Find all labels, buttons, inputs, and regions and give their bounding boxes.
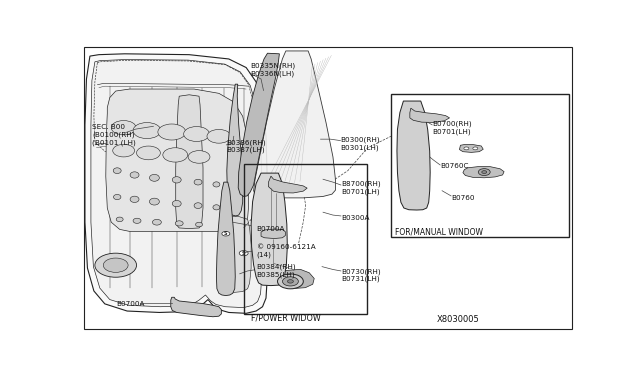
Text: B0384(RH)
B0385(LH): B0384(RH) B0385(LH): [257, 264, 296, 278]
Circle shape: [163, 148, 188, 162]
Circle shape: [95, 253, 136, 277]
Circle shape: [133, 122, 161, 139]
Text: X8030005: X8030005: [437, 315, 480, 324]
Circle shape: [158, 124, 186, 140]
Ellipse shape: [172, 201, 181, 207]
Circle shape: [287, 280, 293, 283]
Ellipse shape: [133, 218, 141, 223]
Ellipse shape: [130, 196, 139, 202]
Text: B0300A: B0300A: [341, 215, 369, 221]
Polygon shape: [238, 53, 280, 196]
Polygon shape: [463, 167, 504, 178]
Circle shape: [222, 231, 230, 236]
Ellipse shape: [194, 179, 202, 185]
Circle shape: [482, 171, 486, 173]
Text: B8700(RH)
B0701(LH): B8700(RH) B0701(LH): [341, 181, 381, 195]
Polygon shape: [269, 176, 307, 193]
Ellipse shape: [175, 221, 183, 226]
Text: F/POWER WIDOW: F/POWER WIDOW: [251, 314, 321, 323]
Circle shape: [113, 144, 134, 157]
Text: B0760: B0760: [451, 195, 474, 201]
Polygon shape: [106, 89, 249, 231]
Circle shape: [103, 258, 128, 272]
Circle shape: [207, 129, 231, 143]
Ellipse shape: [113, 168, 121, 173]
Text: B0730(RH)
B0731(LH): B0730(RH) B0731(LH): [341, 268, 381, 282]
Ellipse shape: [130, 172, 139, 178]
Text: © 09160-6121A
(14): © 09160-6121A (14): [257, 244, 316, 258]
Polygon shape: [397, 101, 430, 210]
Bar: [244, 164, 367, 314]
Circle shape: [188, 151, 210, 163]
Polygon shape: [85, 54, 268, 313]
Circle shape: [282, 277, 298, 286]
Ellipse shape: [113, 195, 121, 200]
Text: B0760C: B0760C: [440, 163, 468, 169]
Circle shape: [473, 147, 478, 150]
Circle shape: [111, 121, 136, 135]
Polygon shape: [410, 108, 449, 122]
Text: B0300(RH)
B0301(LH): B0300(RH) B0301(LH): [340, 136, 380, 151]
Circle shape: [478, 169, 490, 176]
Polygon shape: [261, 229, 285, 238]
Text: B0386(RH)
B0387(LH): B0386(RH) B0387(LH): [227, 139, 266, 154]
Text: B0700A: B0700A: [116, 301, 145, 307]
Ellipse shape: [172, 177, 181, 183]
Ellipse shape: [213, 205, 220, 210]
Polygon shape: [460, 145, 483, 153]
Polygon shape: [176, 95, 203, 228]
Circle shape: [278, 274, 303, 289]
Ellipse shape: [194, 203, 202, 208]
Polygon shape: [227, 84, 243, 216]
Text: FOR/MANUAL WINDOW: FOR/MANUAL WINDOW: [395, 228, 483, 237]
Text: B0700A: B0700A: [257, 227, 285, 232]
Text: B0335N(RH)
B0336N(LH): B0335N(RH) B0336N(LH): [250, 62, 295, 77]
Polygon shape: [253, 51, 335, 198]
Circle shape: [136, 146, 161, 160]
Text: SEC. B00
(B0100(RH)
(B0101 (LH): SEC. B00 (B0100(RH) (B0101 (LH): [92, 124, 136, 145]
Bar: [391, 94, 568, 237]
Ellipse shape: [149, 198, 159, 205]
Polygon shape: [171, 297, 221, 317]
Text: S: S: [224, 231, 228, 236]
Text: B0700(RH)
B0701(LH): B0700(RH) B0701(LH): [432, 121, 472, 135]
Text: S: S: [242, 251, 245, 256]
Circle shape: [464, 147, 469, 150]
Polygon shape: [219, 217, 251, 292]
Polygon shape: [251, 173, 287, 286]
Ellipse shape: [149, 174, 159, 181]
Ellipse shape: [116, 217, 123, 222]
Ellipse shape: [196, 222, 202, 227]
Polygon shape: [91, 60, 262, 308]
Circle shape: [184, 126, 209, 141]
Ellipse shape: [213, 182, 220, 187]
Polygon shape: [280, 269, 314, 289]
Ellipse shape: [152, 219, 161, 225]
Circle shape: [239, 251, 248, 256]
Polygon shape: [216, 182, 236, 296]
